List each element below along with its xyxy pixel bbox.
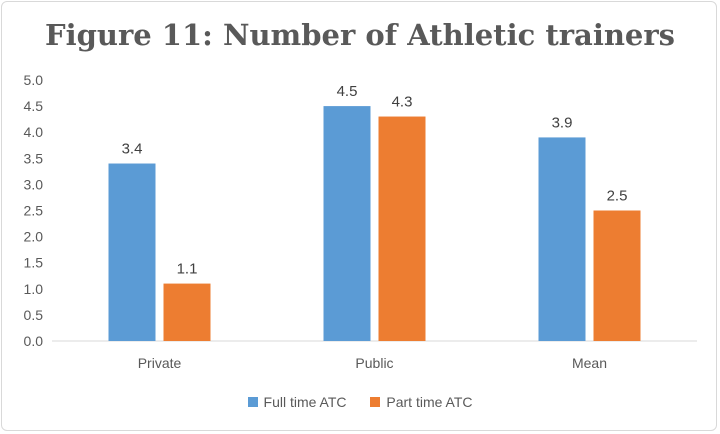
x-category-label: Private <box>138 355 182 371</box>
y-tick-label: 2.5 <box>24 203 44 219</box>
y-tick-label: 3.5 <box>24 150 44 166</box>
x-category-label: Public <box>355 355 393 371</box>
data-label: 4.5 <box>337 83 358 100</box>
bar-full-time-atc-private <box>108 163 156 341</box>
chart-legend: Full time ATC Part time ATC <box>0 394 720 410</box>
bar-full-time-atc-public <box>323 106 371 341</box>
bar-part-time-atc-mean <box>593 210 641 341</box>
bar-part-time-atc-public <box>378 116 426 341</box>
chart-title: Figure 11: Number of Athletic trainers <box>45 18 675 52</box>
y-tick-label: 4.5 <box>24 98 44 114</box>
y-tick-label: 4.0 <box>24 124 44 140</box>
y-tick-label: 2.0 <box>24 229 44 245</box>
y-tick-label: 1.0 <box>24 281 44 297</box>
bar-part-time-atc-private <box>163 283 211 341</box>
data-label: 4.3 <box>392 94 413 111</box>
legend-swatch-part-time <box>370 397 381 407</box>
y-tick-label: 1.5 <box>24 255 44 271</box>
y-tick-label: 0.5 <box>24 307 44 323</box>
legend-item-part-time: Part time ATC <box>370 394 472 410</box>
x-category-label: Mean <box>572 355 607 371</box>
data-label: 2.5 <box>607 188 628 205</box>
bar-full-time-atc-mean <box>538 137 586 341</box>
legend-label-part-time: Part time ATC <box>386 394 473 410</box>
legend-label-full-time: Full time ATC <box>263 394 347 410</box>
legend-swatch-full-time <box>247 397 258 407</box>
y-tick-label: 3.0 <box>24 176 44 192</box>
data-label: 3.4 <box>122 141 143 158</box>
data-label: 1.1 <box>177 261 198 278</box>
legend-item-full-time: Full time ATC <box>247 394 347 410</box>
y-tick-label: 5.0 <box>24 72 44 88</box>
data-label: 3.9 <box>552 114 573 131</box>
y-tick-label: 0.0 <box>24 333 44 349</box>
